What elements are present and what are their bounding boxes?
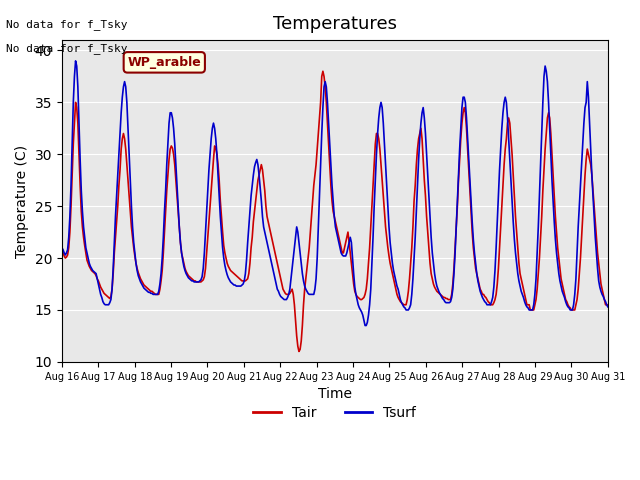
X-axis label: Time: Time	[318, 387, 352, 401]
Text: No data for f_Tsky: No data for f_Tsky	[6, 43, 128, 54]
Text: No data for f_Tsky: No data for f_Tsky	[6, 19, 128, 30]
Legend: Tair, Tsurf: Tair, Tsurf	[248, 400, 422, 426]
Text: WP_arable: WP_arable	[127, 56, 201, 69]
Y-axis label: Temperature (C): Temperature (C)	[15, 144, 29, 258]
Title: Temperatures: Temperatures	[273, 15, 397, 33]
